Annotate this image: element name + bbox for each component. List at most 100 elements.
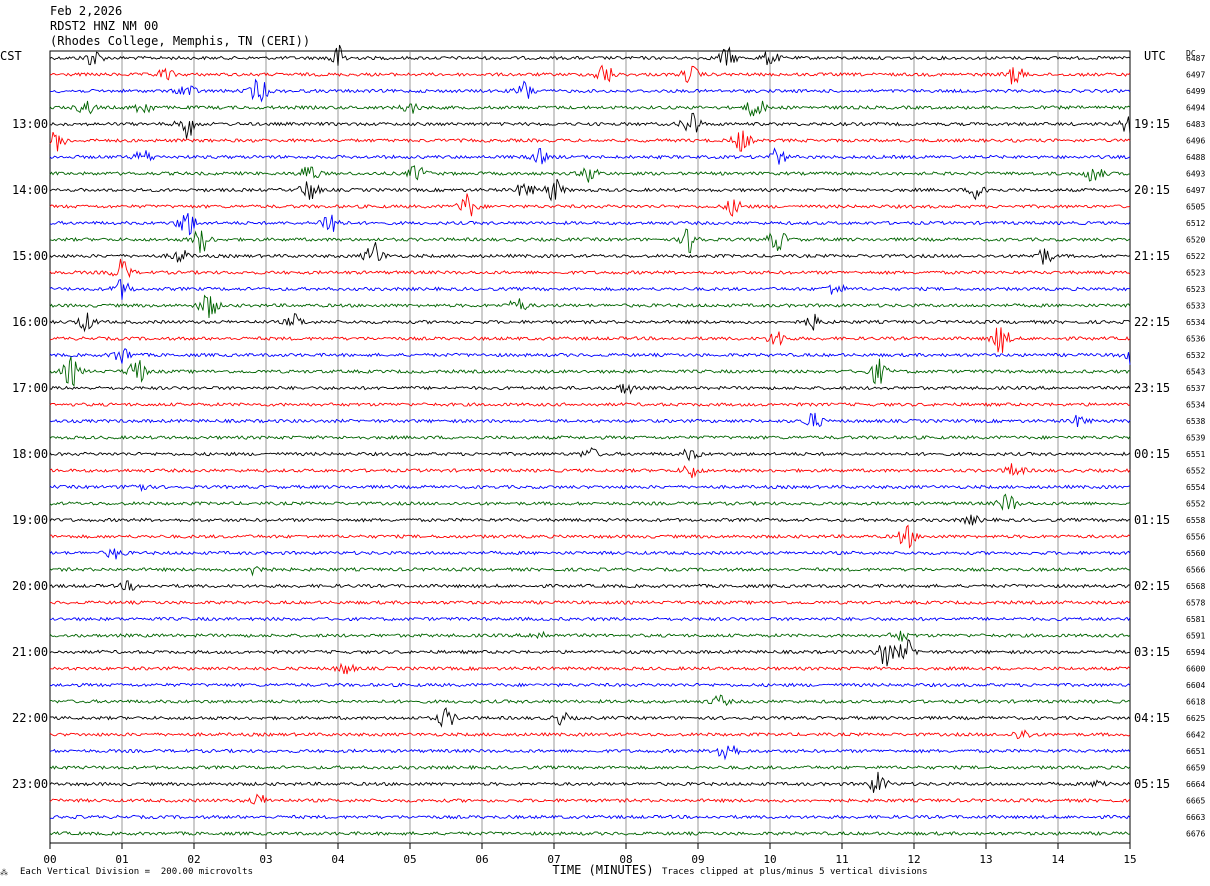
seismic-trace [49,100,1131,118]
seismic-trace [49,729,1131,740]
seismic-trace [49,356,1131,387]
seismic-trace [49,793,1131,805]
left-hour-label: 13:00 [12,117,48,131]
dc-offset-label: 6618 [1186,698,1205,707]
left-hour-label: 17:00 [12,381,48,395]
seismic-trace [49,294,1131,319]
seismic-trace [49,147,1131,165]
seismic-trace [49,524,1131,549]
seismic-trace [50,662,1131,675]
dc-offset-label: 6505 [1186,203,1205,212]
seismic-trace [49,348,1131,365]
dc-offset-label: 6522 [1186,252,1205,261]
dc-offset-label: 6497 [1186,186,1205,195]
seismic-trace [49,44,1131,66]
seismic-trace [49,745,1131,761]
dc-offset-label: 6496 [1186,137,1205,146]
right-hour-label: 21:15 [1134,249,1170,263]
seismic-trace [49,548,1131,560]
dc-offset-label: 6659 [1186,764,1205,773]
seismic-trace [49,814,1131,820]
dc-offset-label: 6581 [1186,615,1205,624]
x-tick-label: 04 [331,853,345,866]
header-station: RDST2 HNZ NM 00 [50,19,159,33]
seismic-trace [49,112,1131,139]
dc-offset-label: 6676 [1186,830,1205,839]
x-tick-label: 12 [907,853,920,866]
right-hour-label: 00:15 [1134,447,1170,461]
plot-frame [49,50,1131,844]
x-tick-label: 03 [259,853,272,866]
dc-offset-label: 6488 [1186,153,1205,162]
right-timezone-label: UTC [1144,49,1166,63]
dc-offset-label: 6663 [1186,813,1205,822]
seismic-trace [49,682,1131,688]
right-hour-label: 01:15 [1134,513,1170,527]
left-hour-label: 16:00 [12,315,48,329]
dc-offset-label: 6552 [1186,500,1205,509]
seismic-trace [49,463,1131,479]
dc-label: DC [1186,49,1196,58]
x-tick-label: 14 [1051,853,1065,866]
x-tick-label: 01 [115,853,128,866]
dc-offset-label: 6625 [1186,714,1205,723]
seismic-trace [49,242,1131,265]
x-tick-label: 08 [619,853,632,866]
dc-offset-label: 6497 [1186,71,1205,80]
seismic-trace [49,383,1131,395]
dc-offset-label: 6487 [1186,54,1205,63]
seismic-trace [49,64,1131,85]
dc-offset-label: 6642 [1186,731,1205,740]
x-tick-label: 02 [187,853,200,866]
dc-offset-label: 6651 [1186,747,1205,756]
dc-offset-label: 6533 [1186,302,1205,311]
dc-offset-label: 6539 [1186,434,1205,443]
dc-offset-label: 6499 [1186,87,1205,96]
seismic-trace [49,228,1131,254]
left-hour-label: 23:00 [12,777,48,791]
header-location: (Rhodes College, Memphis, TN (CERI)) [50,34,311,48]
seismic-trace [49,771,1131,793]
dc-offset-label: 6494 [1186,104,1205,113]
seismic-trace [49,193,1131,217]
x-tick-label: 06 [475,853,488,866]
right-hour-label: 19:15 [1134,117,1170,131]
left-timezone-label: CST [0,49,22,63]
right-hour-label: 22:15 [1134,315,1170,329]
dc-offset-label: 6534 [1186,401,1205,410]
right-hour-label: 23:15 [1134,381,1170,395]
dc-offset-label: 6537 [1186,384,1205,393]
dc-offset-labels: 6487 6497 6499 6494 6483 6496 6488 6493 6497 6505… [1186,54,1205,839]
dc-offset-label: 6523 [1186,269,1205,278]
dc-offset-label: 6532 [1186,351,1205,360]
dc-offset-label: 6664 [1186,780,1205,789]
seismic-trace [50,694,1131,707]
seismic-trace [49,638,1131,667]
dc-offset-label: 6520 [1186,236,1205,245]
left-hour-label: 20:00 [12,579,48,593]
dc-offset-label: 6594 [1186,648,1205,657]
seismic-trace [49,764,1131,771]
header-date: Feb 2,2026 [50,4,123,18]
seismic-trace [49,616,1131,622]
seismic-trace [49,165,1131,183]
dc-offset-label: 6538 [1186,417,1205,426]
clip-note: Traces clipped at plus/minus 5 vertical … [662,867,928,877]
left-hour-label: 21:00 [12,645,48,659]
dc-offset-label: 6604 [1186,681,1205,690]
x-tick-label: 13 [979,853,992,866]
left-hour-label: 15:00 [12,249,48,263]
seismic-trace [49,402,1131,407]
seismic-trace [49,78,1131,103]
x-tick-labels: 00 01 02 03 04 05 06 07 08 09 10 11 12 13 14 15 [43,843,1137,866]
seismic-trace [49,178,1131,202]
hour-labels: 13:00 14:00 15:00 16:00 17:00 18:00 19:00 20:00… [12,117,1170,791]
seismic-trace [49,630,1131,642]
dc-offset-label: 6536 [1186,335,1205,344]
seismic-trace [49,483,1131,493]
seismic-trace [49,130,1131,152]
seismic-trace [49,514,1131,526]
dc-offset-label: 6543 [1186,368,1205,377]
seismic-trace [49,278,1131,300]
